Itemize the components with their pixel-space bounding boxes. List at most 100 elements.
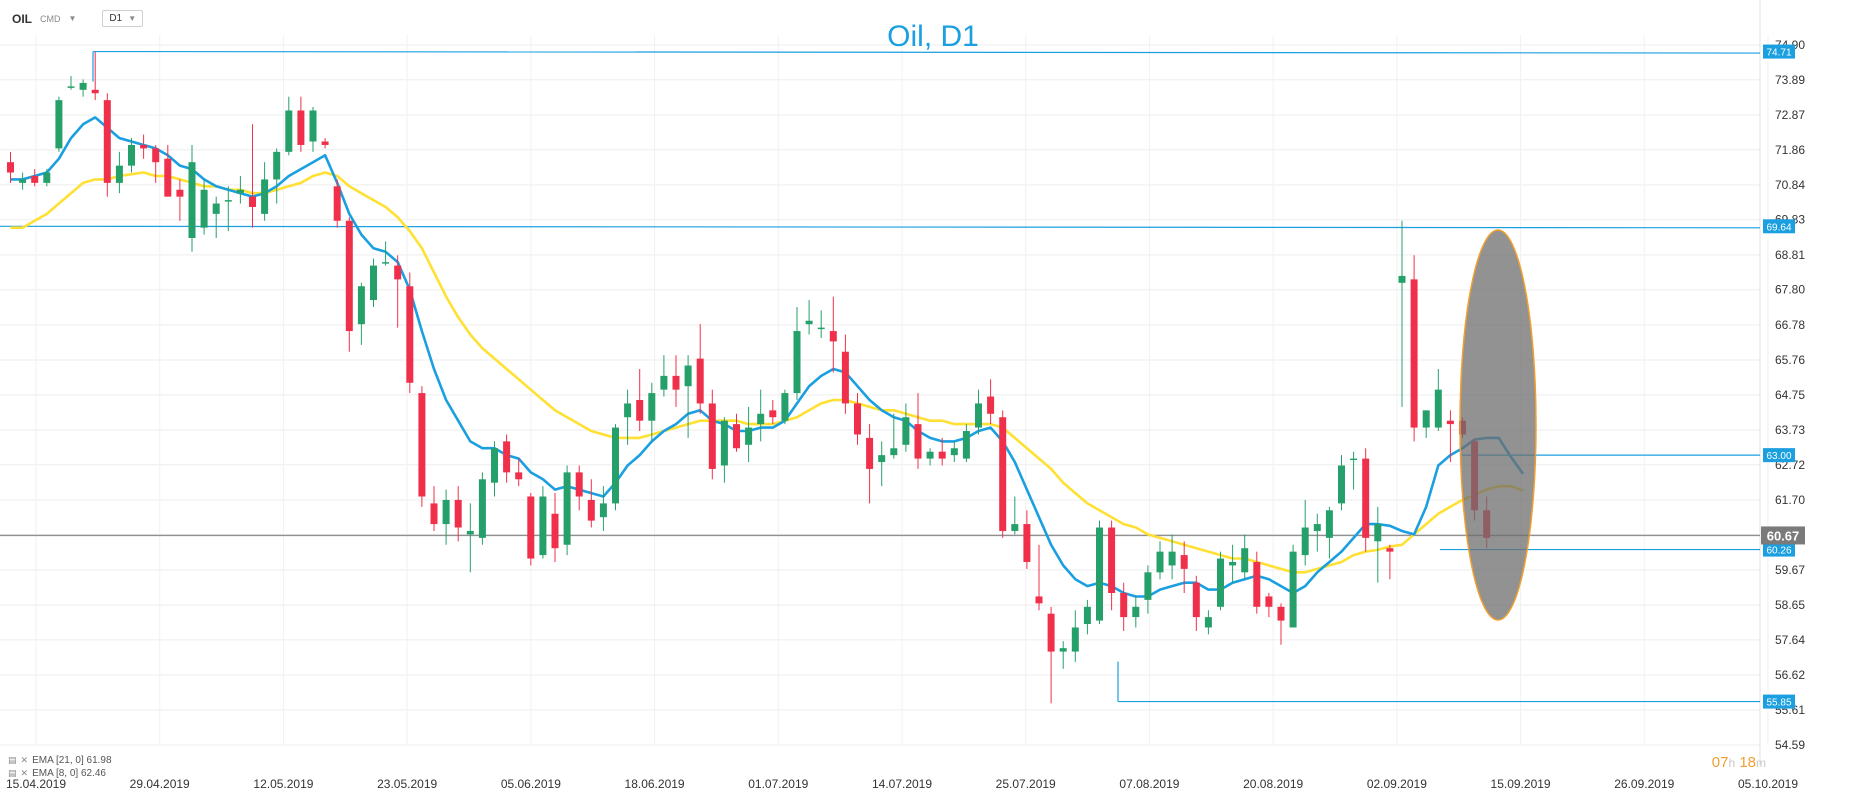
candle-body	[769, 410, 777, 418]
candle	[1217, 551, 1224, 611]
close-icon[interactable]: ✕	[20, 768, 29, 778]
candle	[817, 310, 825, 338]
level-label-box	[1763, 542, 1795, 557]
candle-body	[1168, 551, 1176, 566]
candle	[164, 144, 172, 197]
chart-title: Oil, D1	[887, 20, 979, 53]
candle	[273, 148, 281, 204]
candle-body	[962, 431, 970, 459]
candle	[781, 389, 789, 425]
candle	[1083, 599, 1091, 635]
candle-body	[249, 196, 256, 207]
timer-minutes-unit: m	[1756, 756, 1766, 770]
candle	[285, 96, 293, 156]
candle	[1410, 255, 1418, 442]
candle-body	[1156, 551, 1164, 573]
candle-body	[539, 496, 547, 556]
candle-body	[866, 437, 874, 469]
candle	[527, 493, 535, 566]
candle-body	[902, 417, 910, 445]
candle	[394, 255, 402, 328]
settings-icon[interactable]: ▤	[8, 755, 17, 765]
candle-timer: 07h 18m	[1712, 754, 1766, 771]
candle-body	[478, 479, 486, 538]
y-tick-label: 71.86	[1775, 143, 1805, 157]
candle	[67, 76, 75, 90]
candle	[297, 96, 305, 152]
candles	[7, 51, 1491, 704]
candle	[236, 175, 244, 204]
candle-body	[1422, 410, 1430, 428]
candle	[442, 489, 450, 545]
candle-body	[394, 265, 402, 280]
candle	[1096, 520, 1103, 625]
candle-body	[176, 189, 184, 197]
candle-body	[406, 286, 414, 383]
level-label: 63.00	[1766, 451, 1791, 462]
candle-body	[503, 441, 511, 473]
candle-body	[321, 141, 329, 145]
candle	[1398, 220, 1406, 407]
candle-body	[115, 165, 123, 183]
close-icon[interactable]: ✕	[20, 755, 29, 765]
market-label: CMD	[40, 13, 61, 24]
symbol-label[interactable]: OIL	[12, 11, 32, 26]
chevron-down-icon[interactable]: ▼	[68, 14, 77, 23]
settings-icon[interactable]: ▤	[8, 768, 17, 778]
level-label-box	[1763, 694, 1795, 709]
level-label-box	[1763, 44, 1795, 59]
timer-hours: 07	[1711, 754, 1729, 771]
candle	[140, 134, 148, 159]
candle	[1132, 596, 1140, 628]
candle	[1289, 544, 1297, 628]
candle-body	[757, 413, 765, 425]
candle-body	[430, 503, 438, 525]
candle-body	[333, 186, 341, 221]
candle-body	[212, 203, 220, 214]
candle-body	[1313, 524, 1321, 531]
timeframe-select[interactable]: D1 ▼	[102, 10, 144, 27]
candle-body	[1144, 572, 1152, 600]
candle	[866, 424, 874, 504]
candle-body	[527, 496, 535, 559]
candle-body	[140, 144, 148, 149]
candle	[793, 306, 801, 400]
candle	[515, 458, 523, 487]
candle-body	[1096, 527, 1103, 621]
candle	[660, 355, 668, 397]
candle	[708, 389, 716, 480]
level-label: 74.71	[1766, 48, 1791, 59]
candle-body	[1071, 627, 1079, 652]
candle-body	[1108, 527, 1116, 594]
candle	[539, 486, 547, 559]
candle-body	[1083, 606, 1091, 625]
x-tick-label: 26.09.2019	[1614, 777, 1674, 791]
candle-body	[781, 393, 789, 421]
x-tick-label: 07.08.2019	[1119, 777, 1179, 791]
candle	[599, 486, 607, 531]
level-line	[92, 50, 1761, 54]
candle-body	[55, 100, 63, 149]
candle	[587, 479, 595, 528]
candle	[382, 241, 390, 266]
candle-body	[817, 327, 825, 330]
x-tick-label: 01.07.2019	[748, 777, 808, 791]
y-tick-label: 72.87	[1775, 108, 1805, 122]
candle-body	[1398, 275, 1406, 283]
legend-ema21[interactable]: ▤ ✕ EMA [21, 0] 61.98	[8, 755, 112, 766]
candle	[769, 399, 777, 425]
candle-body	[418, 393, 426, 497]
x-tick-label: 29.04.2019	[130, 777, 190, 791]
candle	[1446, 410, 1454, 463]
candle	[914, 393, 922, 469]
candle	[1434, 368, 1442, 432]
candle-body	[309, 110, 317, 142]
candle	[200, 179, 208, 235]
candle-body	[236, 189, 244, 194]
candle-body	[261, 179, 269, 214]
candle-body	[91, 89, 99, 94]
level-label: 69.64	[1766, 222, 1791, 233]
candle	[321, 138, 329, 149]
legend-ema8[interactable]: ▤ ✕ EMA [8, 0] 62.46	[8, 768, 106, 779]
